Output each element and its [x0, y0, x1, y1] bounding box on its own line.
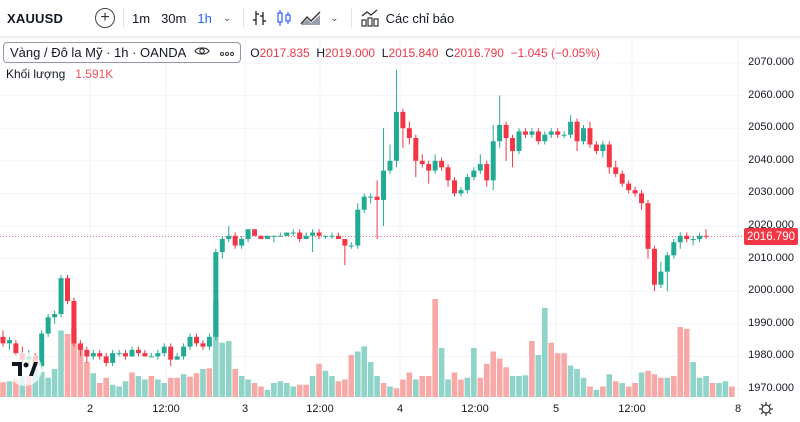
chart-legend: Vàng / Đô la Mỹ · 1h · OANDA O2017.835 H…: [3, 42, 600, 63]
price-tick-label: 1980.000: [748, 349, 794, 362]
toolbar-divider: [0, 36, 800, 40]
price-tick-label: 2000.000: [748, 284, 794, 297]
volume-value: 1.591K: [75, 67, 114, 81]
price-tick-label: 2020.000: [748, 219, 794, 231]
chevron-down-icon[interactable]: ⌄: [330, 12, 339, 24]
time-tick-label: 5: [552, 403, 560, 415]
open-label: O: [250, 45, 260, 60]
change-value: −1.045 (−0.05%): [510, 45, 600, 60]
gear-icon[interactable]: [758, 401, 774, 422]
low-value: 2015.840: [388, 45, 439, 60]
top-toolbar: XAUUSD + 1m 30m 1h ⌄ ⌄ Các chỉ báo: [0, 0, 800, 36]
high-label: H: [316, 45, 326, 60]
ohlc-values: O2017.835 H2019.000 L2015.840 C2016.790 …: [250, 46, 600, 60]
area-chart-icon[interactable]: [300, 10, 322, 26]
symbol-search-button[interactable]: XAUUSD: [7, 10, 64, 26]
candles-icon[interactable]: [276, 9, 292, 27]
price-tick-label: 1990.000: [748, 316, 794, 329]
price-axis[interactable]: 2070.000 2060.000 2050.000 2040.000 2030.000…: [742, 40, 800, 400]
price-tick-label: 2050.000: [748, 121, 794, 134]
time-tick-label: 12:00: [152, 403, 180, 415]
price-tick-label: 2030.000: [748, 186, 794, 199]
price-tick-label: 1970.000: [748, 382, 794, 394]
price-chart[interactable]: [0, 40, 742, 400]
time-tick-label: 8: [734, 403, 742, 415]
series-title: Vàng / Đô la Mỹ · 1h · OANDA: [10, 45, 187, 60]
timeframe-1h[interactable]: 1h: [197, 10, 212, 26]
high-value: 2019.000: [325, 45, 376, 60]
time-tick-label: 2: [86, 403, 94, 415]
more-dots-icon[interactable]: [220, 46, 235, 60]
tradingview-logo[interactable]: [8, 352, 42, 386]
last-price-label: 2016.790: [744, 228, 798, 246]
time-tick-label: 3: [241, 403, 249, 415]
price-tick-label: 2060.000: [748, 88, 794, 101]
series-legend[interactable]: Vàng / Đô la Mỹ · 1h · OANDA: [3, 42, 242, 63]
volume-label: Khối lượng: [6, 67, 66, 81]
price-tick-label: 2010.000: [748, 251, 794, 264]
open-value: 2017.835: [259, 45, 310, 60]
time-tick-label: 12:00: [461, 403, 489, 415]
toolbar-divider: [243, 8, 245, 28]
low-label: L: [381, 45, 389, 60]
volume-legend[interactable]: Khối lượng 1.591K: [6, 67, 113, 81]
toolbar-divider: [123, 8, 124, 28]
time-axis[interactable]: 2 12:00 3 12:00 4 12:00 5 12:00 8: [0, 400, 742, 419]
toolbar-divider: [350, 8, 352, 28]
chevron-down-icon[interactable]: ⌄: [222, 12, 232, 24]
indicators-icon[interactable]: [360, 9, 380, 27]
price-tick-label: 2040.000: [748, 153, 794, 166]
price-tick-label: 2070.000: [748, 56, 794, 68]
time-tick-label: 4: [396, 403, 404, 415]
plus-circle-icon[interactable]: +: [95, 8, 115, 28]
indicators-button[interactable]: Các chỉ báo: [385, 10, 455, 26]
bars-icon[interactable]: [252, 9, 268, 27]
time-tick-label: 12:00: [618, 403, 646, 415]
close-label: C: [445, 45, 454, 60]
timeframe-1m[interactable]: 1m: [132, 10, 151, 26]
timeframe-30m[interactable]: 30m: [161, 10, 187, 26]
time-tick-label: 12:00: [306, 403, 334, 415]
eye-icon[interactable]: [194, 45, 210, 60]
close-value: 2016.790: [453, 45, 504, 60]
